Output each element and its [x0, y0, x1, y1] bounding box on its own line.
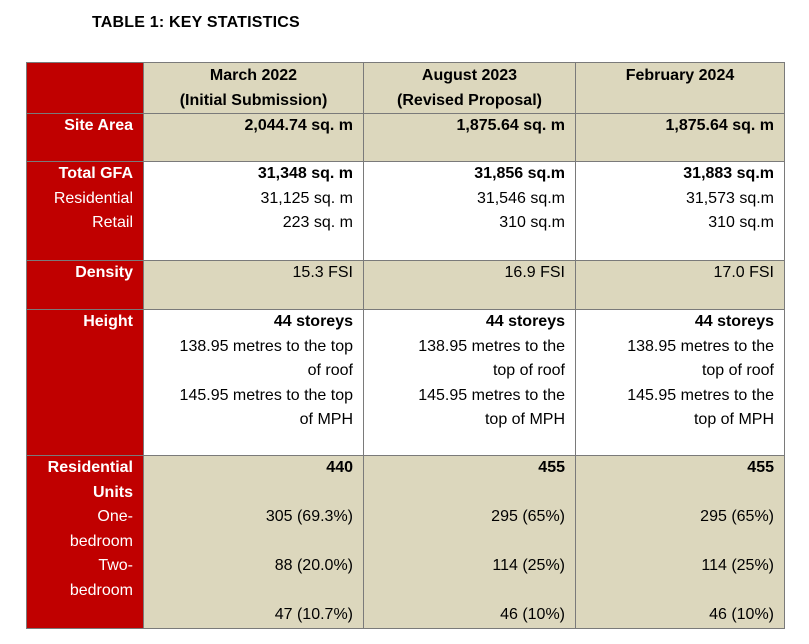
site-area-value: 1,875.64 sq. m: [363, 113, 576, 162]
retail-gfa-label: Retail: [92, 214, 133, 231]
density-value: 17.0 FSI: [575, 260, 785, 310]
column-header-february-2024: February 2024: [575, 62, 785, 114]
key-statistics-table: March 2022 (Initial Submission) August 2…: [26, 62, 785, 629]
column-header-august-2023: August 2023 (Revised Proposal): [363, 62, 576, 114]
site-area-row: Site Area 2,044.74 sq. m 1,875.64 sq. m …: [26, 113, 785, 162]
density-value: 16.9 FSI: [363, 260, 576, 310]
residential-units-cell: 455 295 (65%) 114 (25%) 46 (10%): [575, 455, 785, 629]
gfa-cell: 31,883 sq.m 31,573 sq.m 310 sq.m: [575, 161, 785, 261]
height-label: Height: [26, 309, 144, 456]
height-cell: 44 storeys 138.95 metres to the top of r…: [575, 309, 785, 456]
residential-units-label-cell: Residential Units One- bedroom Two- bedr…: [26, 455, 144, 629]
density-value: 15.3 FSI: [143, 260, 364, 310]
column-header-march-2022: March 2022 (Initial Submission): [143, 62, 364, 114]
gfa-cell: 31,856 sq.m 31,546 sq.m 310 sq.m: [363, 161, 576, 261]
header-corner-cell: [26, 62, 144, 114]
residential-units-cell: 455 295 (65%) 114 (25%) 46 (10%): [363, 455, 576, 629]
total-gfa-label: Total GFA: [58, 165, 133, 182]
site-area-value: 1,875.64 sq. m: [575, 113, 785, 162]
site-area-label: Site Area: [26, 113, 144, 162]
residential-units-cell: 440 305 (69.3%) 88 (20.0%) 47 (10.7%): [143, 455, 364, 629]
site-area-value: 2,044.74 sq. m: [143, 113, 364, 162]
residential-units-row: Residential Units One- bedroom Two- bedr…: [26, 455, 785, 629]
gfa-row: Total GFA Residential Retail 31,348 sq. …: [26, 161, 785, 261]
gfa-cell: 31,348 sq. m 31,125 sq. m 223 sq. m: [143, 161, 364, 261]
height-cell: 44 storeys 138.95 metres to the top of r…: [143, 309, 364, 456]
height-row: Height 44 storeys 138.95 metres to the t…: [26, 309, 785, 456]
gfa-label-cell: Total GFA Residential Retail: [26, 161, 144, 261]
residential-gfa-label: Residential: [53, 189, 133, 207]
header-row: March 2022 (Initial Submission) August 2…: [26, 62, 785, 114]
height-cell: 44 storeys 138.95 metres to the top of r…: [363, 309, 576, 456]
density-label: Density: [26, 260, 144, 310]
density-row: Density 15.3 FSI 16.9 FSI 17.0 FSI: [26, 260, 785, 310]
table-title: TABLE 1: KEY STATISTICS: [92, 14, 300, 31]
